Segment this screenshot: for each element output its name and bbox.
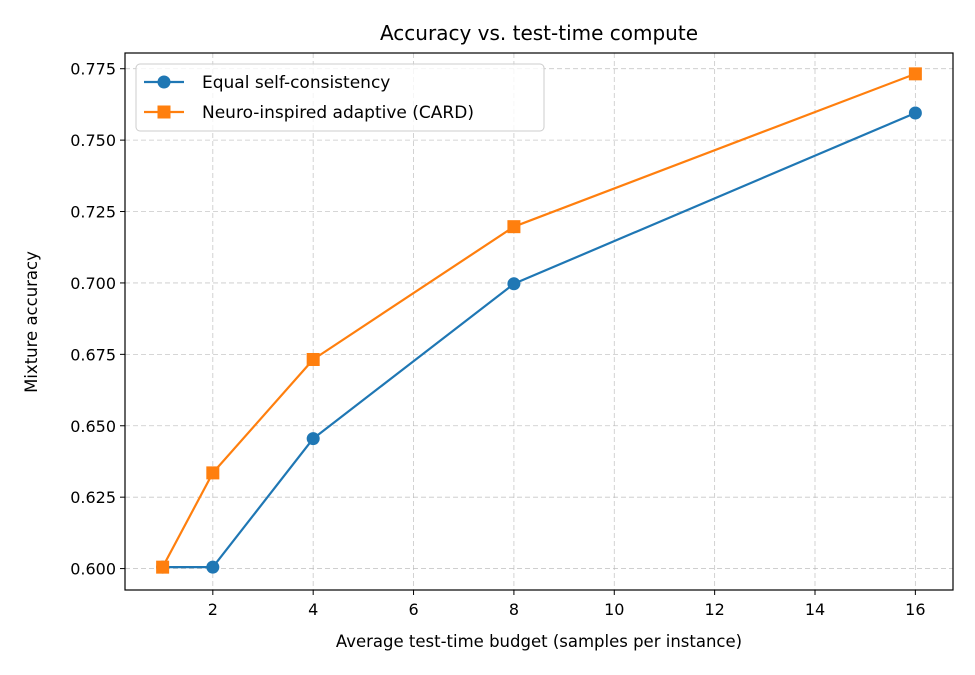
y-tick-label: 0.725 — [70, 203, 116, 222]
data-point — [206, 560, 220, 574]
legend-box — [135, 63, 545, 132]
x-tick-label: 2 — [208, 600, 218, 619]
data-point — [908, 67, 922, 81]
data-point — [507, 277, 521, 291]
x-ticks: 2 4 6 8 10 12 14 16 — [208, 590, 926, 619]
x-tick-label: 14 — [805, 600, 825, 619]
data-point — [507, 220, 521, 234]
legend-marker-card — [157, 105, 171, 119]
y-tick-label: 0.750 — [70, 131, 116, 150]
data-point — [306, 352, 320, 366]
y-ticks: 0.600 0.625 0.650 0.675 0.700 0.725 0.750 0.775 — [70, 60, 125, 579]
legend-label-equal: Equal self-consistency — [202, 73, 390, 93]
legend-marker-equal — [157, 75, 171, 89]
chart-title: Accuracy vs. test-time compute — [380, 21, 698, 45]
x-tick-label: 10 — [604, 600, 624, 619]
legend: Equal self-consistency Neuro-inspired ad… — [135, 63, 545, 132]
data-point — [156, 560, 170, 574]
y-tick-label: 0.675 — [70, 345, 116, 364]
x-tick-label: 4 — [308, 600, 318, 619]
y-axis-label: Mixture accuracy — [22, 251, 41, 393]
y-tick-label: 0.775 — [70, 60, 116, 79]
y-tick-label: 0.625 — [70, 488, 116, 507]
x-tick-label: 8 — [509, 600, 519, 619]
x-tick-label: 12 — [704, 600, 724, 619]
plot-frame — [124, 52, 954, 591]
legend-label-card: Neuro-inspired adaptive (CARD) — [202, 103, 474, 123]
x-axis-label: Average test-time budget (samples per in… — [336, 632, 742, 651]
y-tick-label: 0.600 — [70, 560, 116, 579]
x-tick-label: 6 — [408, 600, 418, 619]
data-point — [908, 106, 922, 120]
series — [156, 67, 922, 574]
data-point — [206, 466, 220, 480]
y-tick-label: 0.650 — [70, 417, 116, 436]
data-point — [306, 432, 320, 446]
y-tick-label: 0.700 — [70, 274, 116, 293]
x-tick-label: 16 — [905, 600, 925, 619]
grid — [125, 53, 953, 590]
series-1 — [156, 67, 922, 574]
